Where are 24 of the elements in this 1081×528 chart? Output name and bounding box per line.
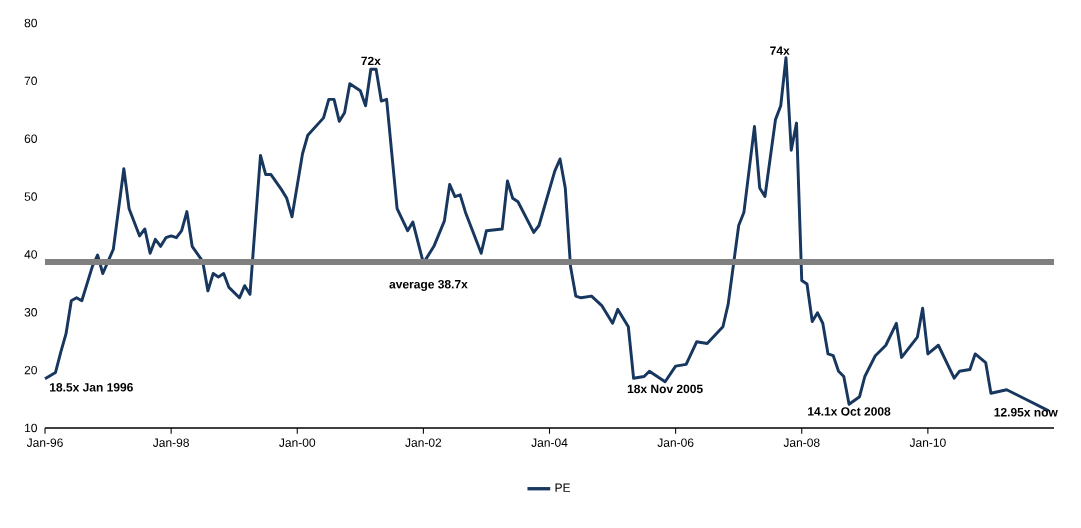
x-tick-label: Jan-10 — [909, 438, 946, 447]
x-tick-label: Jan-00 — [279, 438, 316, 447]
y-tick-label: 20 — [24, 365, 37, 375]
x-tick-label: Jan-98 — [152, 438, 189, 447]
y-tick-label: 80 — [24, 18, 37, 28]
x-tick-label: Jan-96 — [26, 438, 63, 447]
y-tick-label: 10 — [25, 423, 37, 433]
x-tick-label: Jan-06 — [657, 438, 694, 447]
ref-line-label: average 38.7x — [389, 279, 468, 291]
y-tick-label: 70 — [24, 76, 37, 86]
y-tick-label: 60 — [24, 134, 37, 143]
legend-label: PE — [555, 483, 571, 492]
x-tick-label: Jan-02 — [405, 438, 442, 447]
annotation: 72x — [361, 56, 381, 66]
annotation: 12.95x now — [994, 408, 1058, 417]
y-tick-label: 50 — [24, 192, 37, 201]
x-tick-label: Jan-08 — [783, 438, 820, 447]
annotation: 18.5x Jan 1996 — [50, 383, 133, 392]
y-tick-label: 30 — [24, 308, 37, 317]
y-tick-label: 40 — [24, 250, 37, 259]
annotation: 14.1x Oct 2008 — [808, 407, 891, 416]
x-tick-label: Jan-04 — [531, 438, 568, 447]
annotation: 18x Nov 2005 — [627, 384, 703, 394]
annotation: 74x — [770, 46, 790, 55]
